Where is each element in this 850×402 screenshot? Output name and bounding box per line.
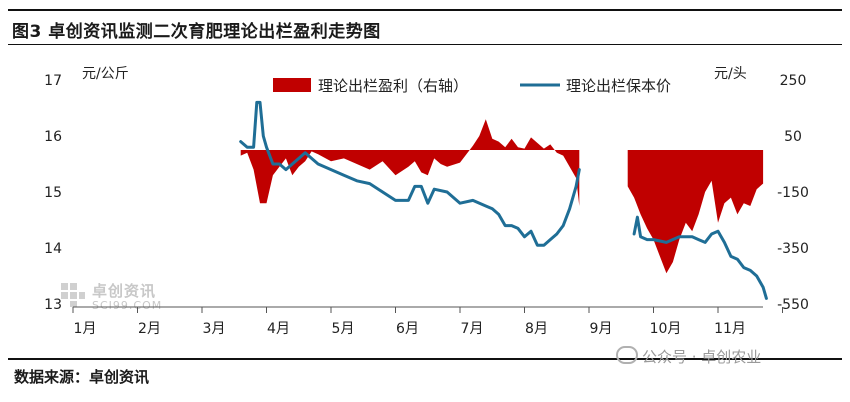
breakeven-line-segment-2 [632,215,768,300]
axis-layer: 1月 2月 3月 4月 5月 6月 7月 8月 9月 10月 11月 13 14 15 16 17 元/公斤 -5… [44,66,809,337]
left-tick-label: 16 [44,129,62,145]
profit-area-segment-2 [627,150,764,274]
x-tick-label: 1月 [74,321,97,337]
legend-label-profit: 理论出栏盈利（右轴） [318,77,468,95]
x-tick-label: 2月 [138,321,161,337]
x-tick-label: 4月 [267,321,290,337]
watermark-logo-icon [61,283,85,307]
left-tick-label: 13 [44,297,62,313]
watermark: 卓创资讯 SCI99.COM [60,280,162,312]
top-rule [8,9,842,11]
profit-area-segment-1 [240,119,580,206]
figure-title: 图3 卓创资讯监测二次育肥理论出栏盈利走势图 [12,22,381,42]
x-tick-label: 9月 [590,321,613,337]
right-tick-label: 250 [780,73,807,89]
x-tick-label: 8月 [525,321,548,337]
source-note: 数据来源：卓创资讯 [14,368,150,386]
x-tick-label: 10月 [650,321,682,337]
wechat-account-label: 公众号 · 卓创农业 [642,348,762,366]
right-tick-label: -150 [777,185,809,201]
breakeven-line-layer [239,100,768,300]
left-axis-unit: 元/公斤 [82,66,129,82]
legend: 理论出栏盈利（右轴） 理论出栏保本价 [273,77,671,95]
right-tick-label: -550 [777,297,809,313]
wechat-icon [616,346,638,364]
watermark-text-cn: 卓创资讯 [92,282,157,300]
bottom-rule [8,358,842,360]
watermark-text-en: SCI99.COM [92,299,163,312]
wechat-account: 公众号 · 卓创农业 [616,346,761,367]
title-rule [8,44,842,45]
profit-area-layer [240,119,764,274]
x-tick-label: 6月 [396,321,419,337]
legend-swatch-profit [273,78,311,92]
right-tick-label: 50 [784,129,802,145]
legend-label-breakeven: 理论出栏保本价 [566,77,671,95]
left-tick-label: 17 [44,73,62,89]
breakeven-line-segment-1 [239,100,581,247]
right-axis-unit: 元/头 [714,66,747,82]
x-tick-label: 3月 [203,321,226,337]
left-tick-label: 15 [44,185,62,201]
x-tick-label: 5月 [332,321,355,337]
right-tick-label: -350 [777,241,809,257]
x-tick-label: 11月 [714,321,746,337]
x-tick-label: 7月 [461,321,484,337]
left-tick-label: 14 [44,241,62,257]
